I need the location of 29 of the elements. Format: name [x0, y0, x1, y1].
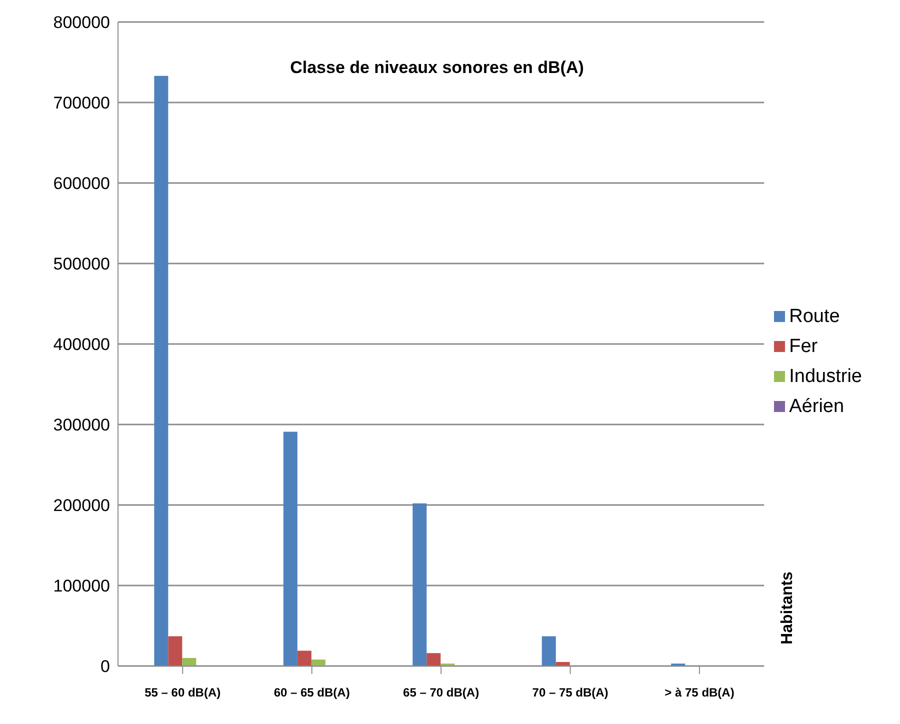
y-tick-label: 800000 — [53, 13, 110, 32]
y-axis-title: Habitants — [779, 572, 797, 644]
x-tick-label: 55 – 60 dB(A) — [144, 686, 221, 700]
x-tick-label: > à 75 dB(A) — [664, 686, 734, 700]
legend-label: Aérien — [789, 396, 844, 417]
y-tick-label: 0 — [100, 657, 110, 676]
legend-label: Industrie — [789, 366, 862, 387]
bar — [168, 636, 182, 666]
bar — [283, 432, 298, 666]
y-tick-label: 300000 — [53, 416, 110, 435]
bar — [426, 653, 441, 666]
y-tick-label: 700000 — [53, 94, 110, 113]
legend-label: Fer — [789, 336, 818, 357]
x-tick-label: 70 – 75 dB(A) — [532, 686, 608, 700]
bar — [311, 660, 326, 666]
bar — [297, 650, 312, 666]
y-tick-label: 600000 — [53, 174, 110, 194]
y-tick-label: 100000 — [53, 576, 110, 596]
bar — [182, 658, 196, 666]
x-tick-label: 65 – 70 dB(A) — [403, 686, 480, 700]
x-tick-label: 60 – 65 dB(A) — [274, 686, 350, 700]
bar — [542, 636, 556, 666]
text: Classe de niveaux sonores en dB(A) — [289, 58, 585, 78]
y-tick-label: 500000 — [53, 254, 110, 274]
bar — [412, 503, 427, 666]
y-tick-label: 400000 — [53, 335, 110, 354]
legend-label: Route — [789, 306, 840, 327]
bar — [154, 76, 168, 666]
y-tick-label: 200000 — [53, 496, 110, 516]
